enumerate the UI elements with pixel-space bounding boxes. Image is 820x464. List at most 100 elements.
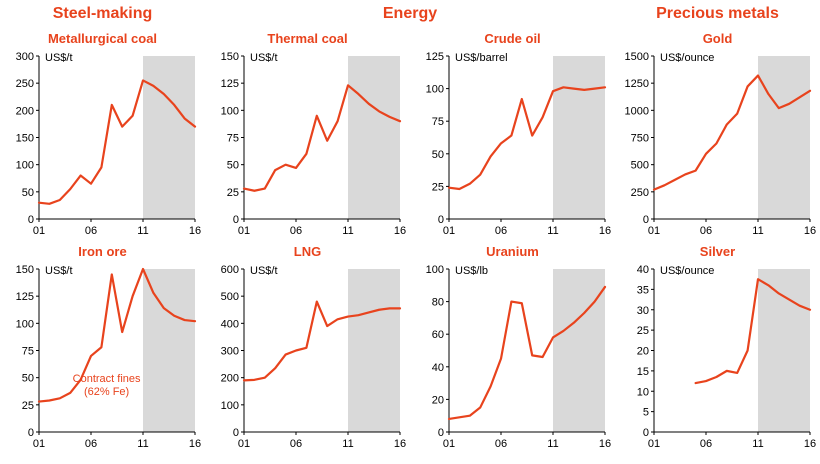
y-tick-label: 0 [27, 214, 33, 226]
annotation-text: Contract fines [72, 373, 140, 385]
chart-plot-thermal-coal: 0 25 50 75 100 125 150 01 06 11 16 US$/t [220, 51, 405, 237]
x-tick-label: 16 [188, 225, 200, 237]
chart-title: Metallurgical coal [47, 31, 158, 46]
y-tick-label: 25 [431, 181, 443, 193]
forecast-band [552, 269, 605, 432]
unit-label: US$/barrel [455, 52, 508, 64]
unit-label: US$/t [45, 265, 73, 277]
y-tick-label: 500 [630, 160, 648, 172]
annotation-text: (62% Fe) [83, 386, 128, 398]
unit-label: US$/ounce [660, 265, 714, 277]
y-tick-label: 750 [630, 133, 648, 145]
chart-title: Crude oil [484, 31, 541, 46]
y-tick-label: 1250 [624, 78, 648, 90]
x-tick-label: 11 [752, 438, 763, 450]
forecast-band [757, 56, 810, 219]
y-tick-label: 0 [232, 214, 238, 226]
x-tick-label: 11 [342, 438, 353, 450]
y-tick-label: 0 [27, 427, 33, 439]
y-tick-label: 80 [431, 297, 443, 309]
y-tick-label: 250 [15, 78, 33, 90]
y-tick-label: 50 [431, 149, 443, 161]
unit-label: US$/t [250, 265, 278, 277]
y-tick-label: 25 [21, 400, 33, 412]
chart-title: LNG [293, 244, 322, 259]
forecast-band [347, 269, 400, 432]
y-tick-label: 50 [21, 187, 33, 199]
x-tick-label: 11 [547, 438, 558, 450]
chart-lng: LNG 0 100 200 300 400 500 600 01 06 11 16 US$/t [205, 242, 410, 451]
y-tick-label: 40 [431, 362, 443, 374]
forecast-band [757, 269, 810, 432]
y-tick-label: 20 [431, 394, 443, 406]
y-tick-label: 150 [15, 264, 33, 276]
price-line [242, 300, 401, 382]
y-tick-label: 35 [636, 284, 648, 296]
chart-plot-silver: 0 5 10 15 20 25 30 35 40 01 06 11 16 US$/ounce [636, 264, 815, 450]
y-tick-label: 600 [220, 264, 238, 276]
y-tick-label: 50 [21, 373, 33, 385]
y-tick-label: 100 [220, 400, 238, 412]
x-tick-label: 06 [699, 225, 711, 237]
x-tick-label: 06 [84, 225, 96, 237]
y-tick-label: 15 [636, 366, 648, 378]
unit-label: US$/t [45, 52, 73, 64]
chart-gold: Gold 0 250 500 750 1000 1250 1500 01 06 11 16 US$/o… [615, 29, 820, 238]
y-tick-label: 250 [630, 187, 648, 199]
y-tick-label: 300 [220, 346, 238, 358]
group-header-steel-making: Steel-making [52, 5, 153, 22]
x-tick-label: 16 [803, 225, 815, 237]
chart-plot-crude-oil: 0 25 50 75 100 125 01 06 11 16 US$/barrel [425, 51, 610, 237]
chart-title: Silver [699, 244, 736, 259]
y-tick-label: 100 [425, 264, 443, 276]
y-tick-label: 500 [220, 291, 238, 303]
y-tick-label: 100 [15, 318, 33, 330]
y-tick-label: 0 [642, 214, 648, 226]
x-tick-label: 11 [752, 225, 763, 237]
y-tick-label: 1000 [624, 105, 648, 117]
price-line [652, 74, 811, 191]
x-tick-label: 01 [442, 438, 454, 450]
y-tick-label: 25 [636, 325, 648, 337]
forecast-band [347, 56, 400, 219]
price-line [37, 79, 196, 205]
y-tick-label: 1500 [624, 51, 648, 63]
x-tick-label: 01 [32, 225, 44, 237]
x-tick-label: 01 [442, 225, 454, 237]
x-tick-label: 06 [289, 438, 301, 450]
forecast-band [552, 56, 605, 219]
price-line [242, 84, 401, 192]
x-tick-label: 01 [32, 438, 44, 450]
y-tick-label: 40 [636, 264, 648, 276]
x-tick-label: 11 [342, 225, 353, 237]
group-header-precious-metals: Precious metals [656, 5, 779, 22]
chart-metallurgical-coal: Metallurgical coal 0 50 100 150 200 250 300 01 0… [0, 29, 205, 238]
chart-plot-gold: 0 250 500 750 1000 1250 1500 01 06 11 16 US$/ounce [624, 51, 816, 237]
y-tick-label: 0 [232, 427, 238, 439]
y-tick-label: 150 [15, 133, 33, 145]
x-tick-label: 16 [188, 438, 200, 450]
chart-uranium: Uranium 0 20 40 60 80 100 01 06 11 16 US$/lb [410, 242, 615, 451]
y-tick-label: 10 [636, 386, 648, 398]
chart-title: Thermal coal [267, 31, 348, 46]
y-tick-label: 75 [431, 116, 443, 128]
x-tick-label: 16 [598, 438, 610, 450]
chart-thermal-coal: Thermal coal 0 25 50 75 100 125 150 01 06 11 16 US$… [205, 29, 410, 238]
unit-label: US$/lb [455, 265, 488, 277]
y-tick-label: 0 [437, 214, 443, 226]
x-tick-label: 01 [237, 225, 249, 237]
y-tick-label: 100 [425, 84, 443, 96]
commodity-price-charts-page: Steel-making Energy Precious metals Meta… [0, 0, 820, 451]
forecast-band [142, 56, 195, 219]
x-tick-label: 16 [598, 225, 610, 237]
chart-plot-lng: 0 100 200 300 400 500 600 01 06 11 16 US$/t [220, 264, 405, 450]
y-tick-label: 75 [226, 133, 238, 145]
x-tick-label: 06 [494, 225, 506, 237]
x-tick-label: 06 [289, 225, 301, 237]
price-line [447, 86, 606, 191]
y-tick-label: 100 [220, 105, 238, 117]
y-tick-label: 50 [226, 160, 238, 172]
x-tick-label: 16 [393, 225, 405, 237]
group-header-row: Steel-making Energy Precious metals [0, 0, 820, 29]
y-tick-label: 25 [226, 187, 238, 199]
